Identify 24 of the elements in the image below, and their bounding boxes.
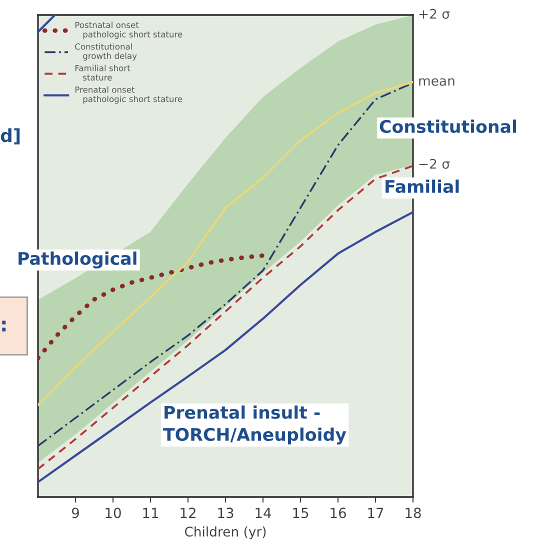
x-axis-title: Children (yr) xyxy=(184,526,266,540)
annotation: Familial xyxy=(386,180,459,194)
x-tick-label: 10 xyxy=(106,508,121,518)
x-tick-label: 16 xyxy=(330,508,346,518)
x-tick-label: 9 xyxy=(72,508,79,518)
x-tick-label: 13 xyxy=(218,508,234,518)
text: −2 σ xyxy=(419,158,450,169)
annotation: Pathological xyxy=(18,252,136,268)
text: d] xyxy=(0,128,20,144)
annotation: Constitutional xyxy=(380,120,516,134)
x-tick-label: 11 xyxy=(143,508,158,518)
legend-label: Prenatal onset pathologic short stature xyxy=(75,86,182,104)
x-tick-label: 17 xyxy=(368,508,384,518)
x-tick-label: 12 xyxy=(180,508,196,518)
legend-label: Constitutional growth delay xyxy=(75,43,137,61)
legend-label: Postnatal onset pathologic short stature xyxy=(75,22,182,40)
text: mean xyxy=(419,78,454,86)
annotation: Prenatal insult - TORCH/Aneuploidy xyxy=(163,405,346,445)
text: : xyxy=(2,320,6,332)
x-tick-label: 14 xyxy=(256,508,272,518)
legend-label: Familial short stature xyxy=(75,64,130,81)
x-tick-label: 15 xyxy=(293,508,308,518)
text: +2 σ xyxy=(419,8,450,19)
x-tick-label: 18 xyxy=(406,508,421,518)
